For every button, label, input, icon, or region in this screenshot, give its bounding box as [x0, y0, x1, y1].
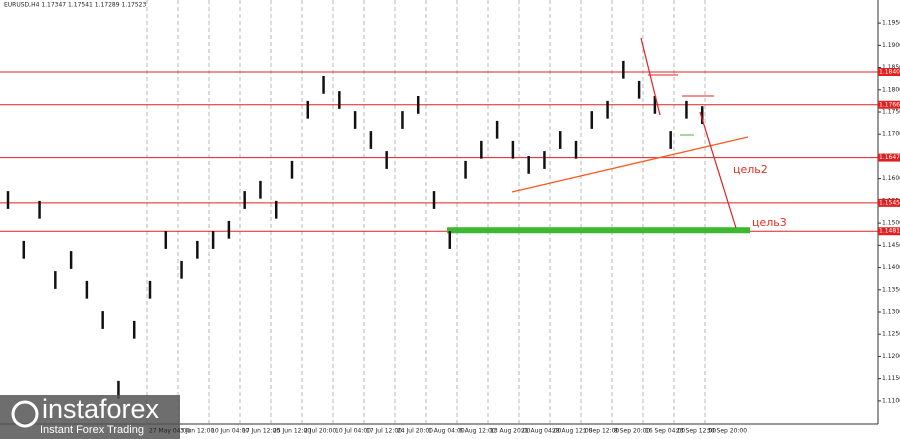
x-tick-label: 24 Jul 20:00 [397, 428, 433, 435]
level-tag [878, 68, 900, 76]
y-tick-label: 1.18000 [882, 86, 900, 93]
x-tick-label: 16 Sep 04:00 [645, 428, 685, 435]
level-label: 1.14817 [879, 228, 900, 235]
x-tick-label: 25 Jun 12:00 [273, 428, 311, 435]
level-label: 1.18400 [879, 69, 900, 76]
y-tick-label: 1.19000 [882, 42, 900, 49]
y-tick-label: 1.19500 [882, 20, 900, 27]
level-tag [878, 227, 900, 236]
x-tick-label: 3 Jun 12:00 [180, 428, 214, 435]
x-tick-label: 2 Jul 20:00 [304, 428, 336, 435]
x-tick-label: 17 Jun 12:00 [242, 428, 280, 435]
y-tick-label: 1.14500 [882, 242, 900, 249]
y-tick-label: 1.16000 [882, 175, 900, 182]
forecast-arrow [699, 111, 737, 229]
logo-tagline: Instant Forex Trading [40, 424, 144, 436]
x-tick-label: 17 Jul 12:00 [366, 428, 402, 435]
y-tick-label: 1.15000 [882, 220, 900, 227]
annotation: цель2 [733, 163, 768, 176]
wave-line [640, 37, 661, 116]
y-tick-label: 1.12500 [882, 331, 900, 338]
y-tick-label: 1.13000 [882, 309, 900, 316]
y-tick-label: 1.18500 [882, 64, 900, 71]
x-tick-label: 28 Aug 12:00 [552, 428, 593, 435]
x-tick-label: 1 Aug 04:00 [428, 428, 465, 435]
y-tick-label: 1.11500 [882, 375, 900, 382]
x-tick-label: 6 Aug 12:00 [459, 428, 496, 435]
logo-icon [11, 400, 39, 428]
x-tick-label: 23 Sep 12:00 [676, 428, 716, 435]
logo-name: instaforex [42, 394, 160, 424]
x-tick-label: 1 Sep 12:00 [583, 428, 619, 435]
trend-line [511, 136, 749, 193]
level-label: 1.17663 [879, 101, 900, 108]
x-tick-label: 8 Sep 20:00 [614, 428, 650, 435]
x-tick-label: 30 Sep 20:00 [707, 428, 747, 435]
x-tick-label: 10 Jun 04:00 [211, 428, 249, 435]
y-tick-label: 1.17500 [882, 109, 900, 116]
grid [146, 0, 706, 424]
level-tag [878, 198, 900, 207]
logo: instaforex Instant Forex Trading [0, 394, 180, 439]
marks [0, 60, 878, 399]
y-tick-label: 1.17000 [882, 131, 900, 138]
x-tick-label: 10 Jul 04:00 [335, 428, 371, 435]
annotation: цель3 [752, 216, 787, 229]
y-tick-label: 1.12000 [882, 353, 900, 360]
chart-title: EURUSD,H4 1.17347 1.17541 1.17289 1.1752… [4, 2, 146, 9]
target-zone [447, 227, 750, 234]
x-tick-label: 27 May 04:00 [149, 428, 190, 435]
y-tick-label: 1.13500 [882, 286, 900, 293]
level-tag [878, 100, 900, 109]
y-tick-label: 1.14000 [882, 264, 900, 271]
level-label: 1.16474 [879, 154, 900, 161]
level-label: 1.15456 [879, 199, 900, 206]
level-tag [878, 153, 900, 162]
x-tick-label: 13 Aug 20:00 [490, 428, 531, 435]
y-tick-label: 1.11000 [882, 397, 900, 404]
x-tick-label: 21 Aug 04:00 [521, 428, 562, 435]
